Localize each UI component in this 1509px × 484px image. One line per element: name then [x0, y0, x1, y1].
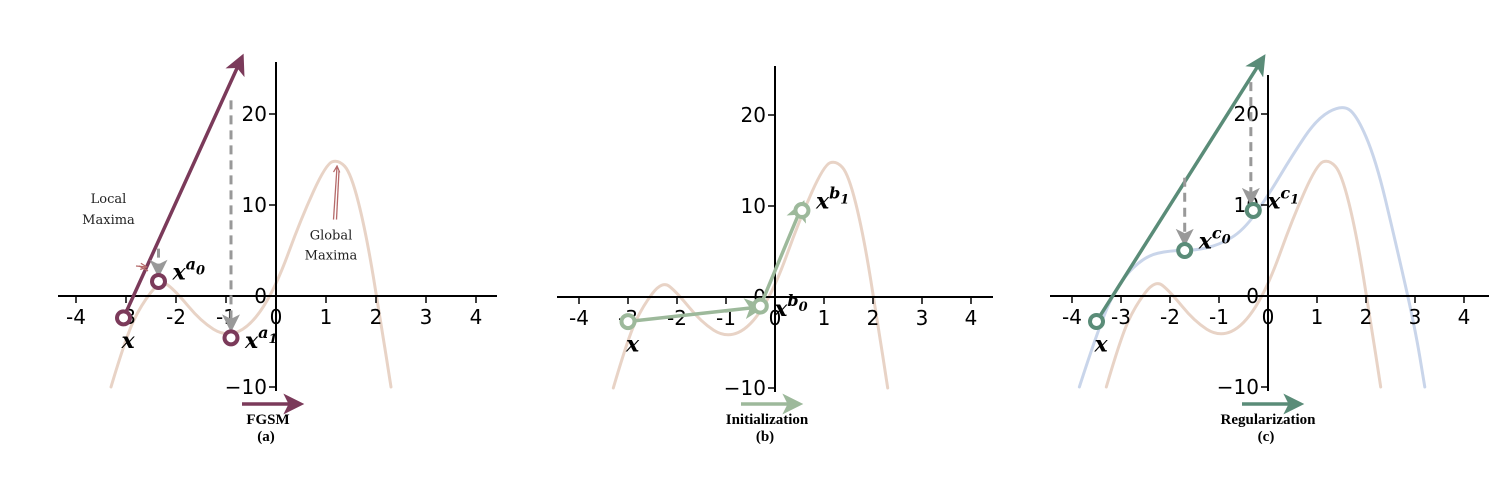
point-label-x-a1: xa1 — [244, 323, 278, 354]
point-label-x-b0: xb0 — [773, 291, 807, 322]
panel-label: (c) — [1258, 429, 1275, 445]
x-tick-label: -3 — [1111, 305, 1131, 329]
method-label: Regularization — [1221, 412, 1317, 428]
x-tick-label: 3 — [1409, 305, 1422, 329]
annotation: Maxima — [305, 249, 358, 264]
x-tick-label: 4 — [1458, 305, 1471, 329]
point-label-x: x — [121, 328, 136, 354]
x-tick-label: -1 — [216, 305, 236, 329]
point-label-x-c0: xc0 — [1198, 224, 1231, 255]
y-tick-label: 0 — [1246, 284, 1259, 308]
method-label: FGSM — [246, 412, 289, 428]
x-tick-label: 2 — [867, 306, 880, 330]
x-tick-label: -1 — [1209, 305, 1229, 329]
curve-1 — [1077, 106, 1427, 389]
x-tick-label: 1 — [1311, 305, 1324, 329]
arrow-solid — [121, 53, 245, 319]
x-tick-label: -2 — [1160, 305, 1180, 329]
arrow-solid — [758, 200, 806, 307]
x-tick-label: 3 — [420, 305, 433, 329]
point-x-c1 — [1244, 201, 1262, 219]
point-x-a0 — [150, 272, 167, 290]
panel-label: (b) — [756, 429, 774, 445]
x-tick-label: 3 — [916, 306, 929, 330]
annotation: Maxima — [82, 213, 135, 228]
x-tick-label: -2 — [667, 306, 687, 330]
point-x — [1088, 312, 1105, 330]
x-tick-label: 0 — [1262, 305, 1275, 329]
point-x-b0 — [751, 297, 769, 315]
y-tick-label: 0 — [254, 284, 267, 308]
point-label-x: x — [1094, 331, 1109, 357]
point-label-x-a0: xa0 — [172, 254, 206, 285]
arrow-hollow-shaft — [335, 170, 340, 220]
y-tick-label: −10 — [724, 376, 766, 400]
x-tick-label: 0 — [270, 305, 283, 329]
annotation: Local — [91, 192, 127, 207]
arrow-hollow — [332, 167, 338, 220]
y-tick-label: 10 — [741, 194, 766, 218]
panel-b: -4-3-2-101234−1001020xxb0xb1Initializati… — [557, 66, 993, 445]
y-tick-label: 20 — [242, 102, 267, 126]
y-tick-label: 20 — [741, 103, 766, 127]
point-x — [619, 313, 637, 331]
x-tick-label: 0 — [769, 306, 782, 330]
y-tick-label: −10 — [225, 375, 267, 399]
x-tick-label: 4 — [965, 306, 978, 330]
panel-c: -4 -3 -2 -1 0 1 2 3 4−1001020xxc0xc1Regularizati… — [1050, 54, 1489, 445]
panel-a: -4-3-2-101234−1001020xxa0xa1LocalMaximaG… — [58, 53, 497, 445]
point-x-c0 — [1176, 242, 1194, 259]
x-tick-label: 2 — [370, 305, 383, 329]
x-tick-label: 4 — [470, 305, 483, 329]
y-tick-label: 20 — [1234, 102, 1259, 126]
arrow-solid — [1095, 54, 1266, 323]
y-tick-label: −10 — [1217, 375, 1259, 399]
point-x — [115, 309, 132, 327]
x-tick-label: -2 — [166, 305, 186, 329]
x-tick-label: -4 — [569, 306, 589, 330]
point-label-x: x — [625, 332, 640, 358]
y-tick-label: 10 — [242, 193, 267, 217]
method-label: Initialization — [726, 412, 809, 428]
curve-0 — [1104, 159, 1383, 389]
annotation: Global — [310, 229, 353, 244]
x-tick-label: 1 — [320, 305, 333, 329]
point-x-b1 — [793, 202, 811, 220]
x-tick-label: -4 — [1062, 305, 1082, 329]
point-label-x-b1: xb1 — [815, 184, 849, 215]
point-label-x-c1: xc1 — [1266, 183, 1299, 214]
arrow-solid — [627, 298, 766, 324]
x-tick-label: 2 — [1360, 305, 1373, 329]
x-tick-label: 1 — [818, 306, 831, 330]
arrow-hollow-shaft — [138, 265, 149, 272]
panel-label: (a) — [257, 429, 275, 445]
x-tick-label: -4 — [66, 305, 86, 329]
point-x-a1 — [222, 329, 240, 347]
